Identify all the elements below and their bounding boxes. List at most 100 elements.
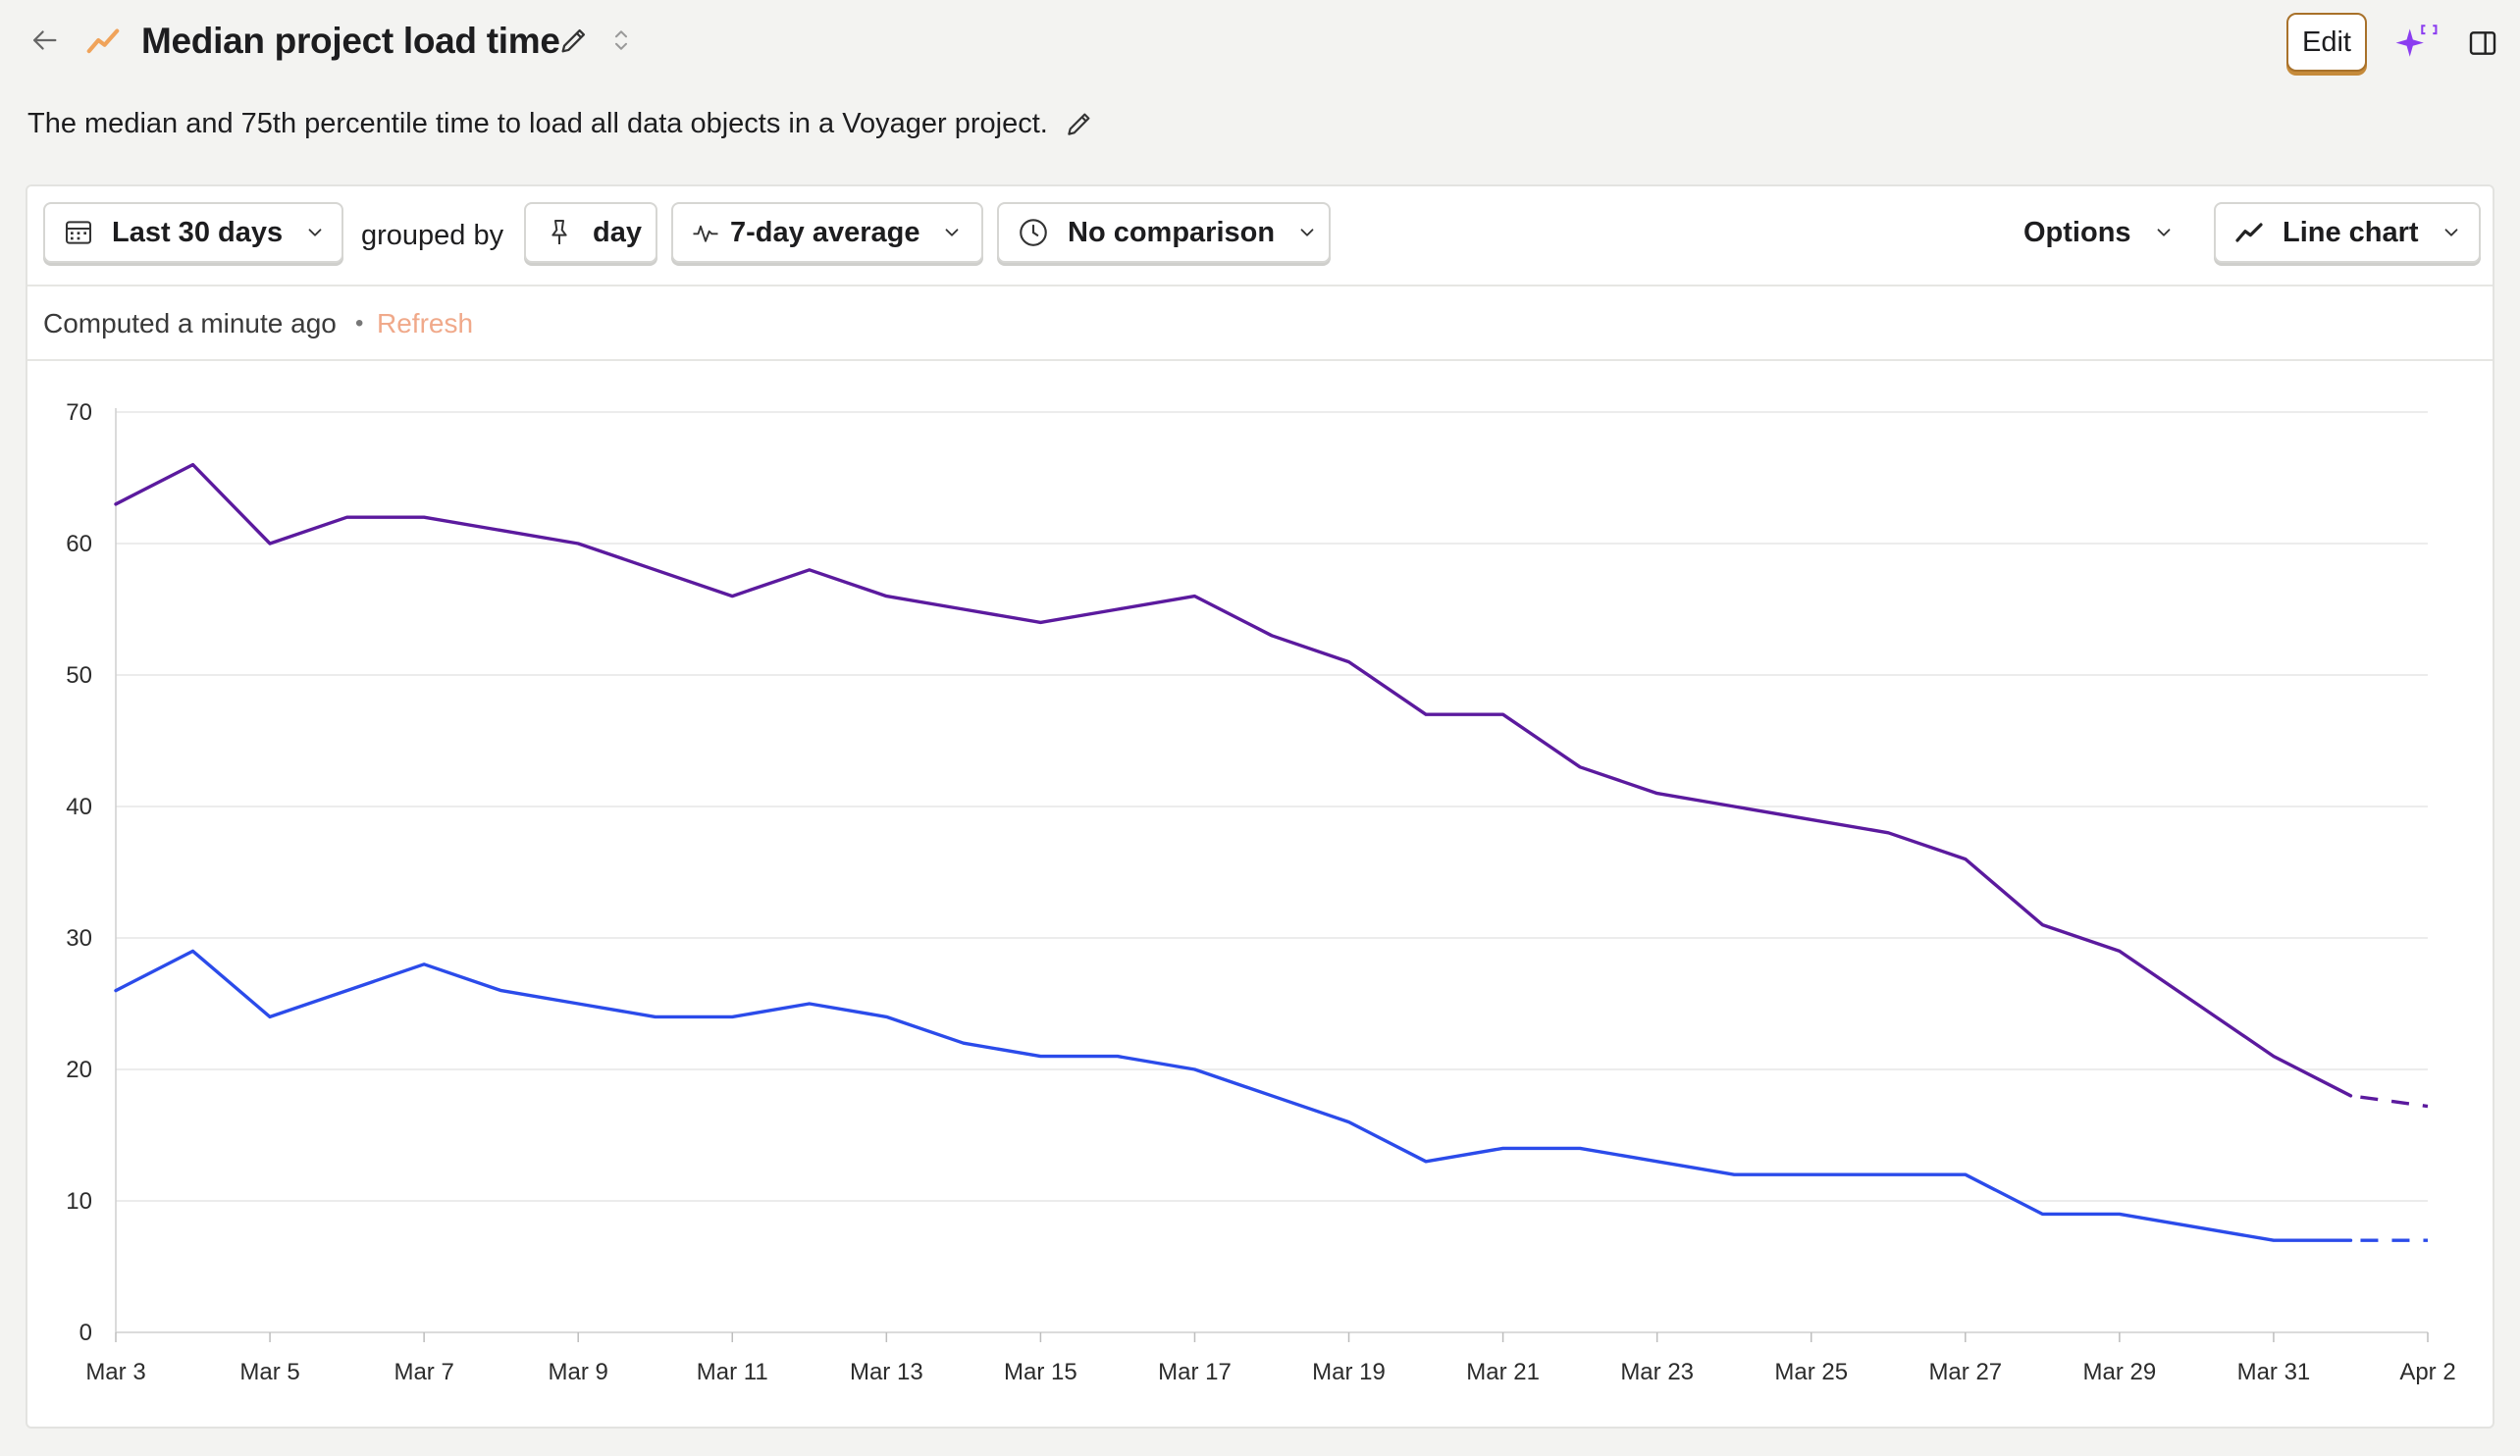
data-point [2040, 1212, 2044, 1216]
data-point [730, 1014, 734, 1018]
page-title: Median project load time [141, 21, 560, 61]
chevron-up-down-icon[interactable] [606, 26, 636, 55]
data-point [1964, 1172, 1968, 1176]
data-point [2040, 923, 2044, 927]
y-tick-label: 10 [66, 1188, 92, 1215]
x-tick-label: Mar 23 [1620, 1359, 1694, 1385]
y-tick-label: 40 [66, 794, 92, 820]
data-point [808, 568, 812, 572]
data-point [345, 989, 349, 993]
smoothing-select[interactable]: 7-day average [671, 202, 983, 263]
grouped-by-label: grouped by [361, 220, 504, 251]
y-tick-label: 50 [66, 662, 92, 689]
x-tick-label: Mar 13 [850, 1359, 923, 1385]
x-tick-label: Mar 29 [2083, 1359, 2157, 1385]
trend-line-icon [86, 28, 120, 54]
data-point [1038, 1055, 1042, 1059]
data-point [1424, 1160, 1428, 1164]
pencil-icon[interactable] [1064, 108, 1095, 139]
data-point [2118, 1212, 2122, 1216]
pencil-icon[interactable] [557, 24, 591, 57]
y-tick-label: 20 [66, 1057, 92, 1083]
data-point [1038, 620, 1042, 624]
edit-button[interactable]: Edit [2286, 13, 2367, 72]
data-point [1347, 660, 1351, 664]
data-point [1964, 858, 1968, 861]
data-point [422, 515, 426, 519]
data-point [576, 542, 580, 546]
data-point [808, 1002, 812, 1006]
chevron-down-icon [946, 229, 959, 236]
data-point [2194, 1002, 2198, 1006]
data-point [114, 989, 118, 993]
interval-label: day [593, 216, 642, 248]
calendar-icon [66, 221, 91, 244]
y-tick-label: 30 [66, 925, 92, 952]
data-point [1886, 831, 1890, 835]
x-tick-label: Mar 19 [1312, 1359, 1386, 1385]
y-tick-label: 70 [66, 399, 92, 426]
status-bar: Computed a minute ago • Refresh [27, 286, 2493, 361]
chevron-down-icon [2157, 229, 2170, 236]
clock-icon [1020, 219, 1047, 246]
data-point [2272, 1238, 2276, 1242]
data-point [884, 595, 888, 598]
x-tick-label: Mar 11 [697, 1359, 768, 1385]
data-point [1192, 1067, 1196, 1071]
chart-type-select[interactable]: Line chart [2214, 202, 2481, 263]
chart-type-label: Line chart [2283, 216, 2419, 248]
data-point [1501, 712, 1505, 716]
data-point [2426, 1105, 2430, 1109]
data-point [730, 595, 734, 598]
x-tick-label: Mar 7 [394, 1359, 453, 1385]
chevron-down-icon [1300, 229, 1314, 236]
side-panel-icon[interactable] [2467, 27, 2498, 59]
data-point [1732, 805, 1736, 808]
data-point [191, 463, 195, 467]
data-point [2348, 1238, 2352, 1242]
x-tick-label: Mar 21 [1466, 1359, 1540, 1385]
data-point [499, 989, 503, 993]
data-point [2118, 949, 2122, 953]
data-point [268, 542, 272, 546]
series-projection-line [2350, 1094, 2429, 1109]
arrow-left-icon[interactable] [27, 24, 61, 57]
comparison-label: No comparison [1068, 216, 1276, 248]
data-point [1810, 1172, 1813, 1176]
insight-description: The median and 75th percentile time to l… [27, 108, 1048, 139]
smoothing-label: 7-day average [730, 216, 920, 248]
options-label: Options [2023, 216, 2131, 248]
data-point [499, 529, 503, 533]
x-tick-label: Mar 5 [239, 1359, 299, 1385]
data-point [422, 962, 426, 966]
data-point [1116, 1055, 1120, 1059]
chevron-down-icon [308, 229, 322, 236]
y-tick-label: 0 [79, 1320, 92, 1346]
data-point [1655, 792, 1659, 796]
pulse-icon [693, 225, 718, 242]
data-point [1347, 1120, 1351, 1124]
data-point [1655, 1160, 1659, 1164]
comparison-select[interactable]: No comparison [997, 202, 1331, 263]
query-controls: Last 30 days grouped by day 7-day averag… [27, 186, 2493, 286]
data-point [1424, 712, 1428, 716]
sparkle-icon[interactable] [2394, 22, 2438, 61]
data-point [191, 949, 195, 953]
x-tick-label: Mar 15 [1004, 1359, 1077, 1385]
y-tick-label: 60 [66, 531, 92, 557]
data-point [576, 1002, 580, 1006]
options-button[interactable]: Options [2023, 208, 2175, 257]
top-bar: Median project load time Edit [0, 0, 2520, 82]
data-point [114, 502, 118, 506]
data-point [962, 607, 966, 611]
interval-select[interactable]: day [524, 202, 657, 263]
refresh-link[interactable]: Refresh [377, 308, 474, 338]
data-point [1192, 595, 1196, 598]
data-point [2426, 1238, 2430, 1242]
data-point [1270, 634, 1274, 638]
data-point [962, 1041, 966, 1045]
chevron-down-icon [2444, 229, 2458, 236]
x-tick-label: Mar 9 [549, 1359, 608, 1385]
x-tick-label: Mar 3 [85, 1359, 145, 1385]
date-range-select[interactable]: Last 30 days [43, 202, 343, 263]
